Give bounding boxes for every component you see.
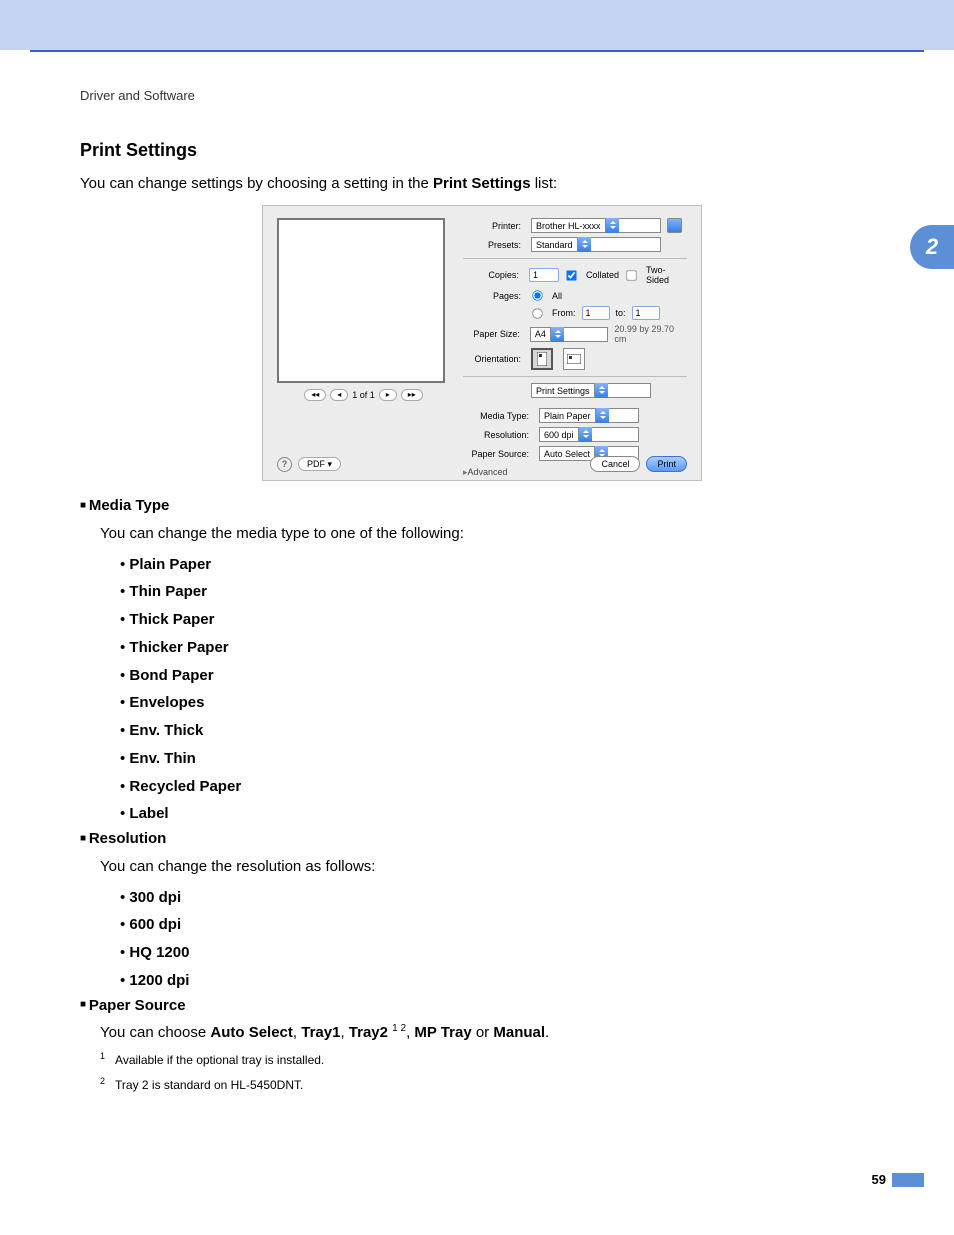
resolution-select[interactable]: 600 dpi [539,427,639,442]
divider [463,376,687,377]
orientation-portrait[interactable] [531,348,553,370]
mediatype-label: Media Type: [449,411,533,421]
resolution-label: Resolution: [449,430,533,440]
printer-info-button[interactable] [667,218,682,233]
preview-pane: ◂◂ ◂ 1 of 1 ▸ ▸▸ [277,218,450,401]
mediatype-select[interactable]: Plain Paper [539,408,639,423]
resolution-list: 300 dpi600 dpiHQ 12001200 dpi [80,884,874,995]
pages-to-input[interactable] [632,306,660,320]
list-item: HQ 1200 [120,939,874,967]
collated-checkbox[interactable] [566,270,576,280]
intro-post: list: [531,175,558,192]
papersize-select[interactable]: A4 [530,327,609,342]
orientation-landscape[interactable] [563,348,585,370]
page-first-button[interactable]: ◂◂ [304,389,326,401]
list-item: Label [120,800,874,828]
mediatype-value: Plain Paper [544,411,591,421]
dropdown-arrows-icon [605,218,619,233]
header-rule [30,50,924,52]
list-item: Recycled Paper [120,773,874,801]
chapter-tab: 2 [910,225,954,269]
printer-select[interactable]: Brother HL-xxxx [531,218,661,233]
print-button[interactable]: Print [646,456,687,472]
list-item: Env. Thick [120,717,874,745]
list-item: 1200 dpi [120,967,874,995]
pages-from-label: From: [552,308,576,318]
resolution-heading: Resolution [80,828,874,850]
intro-text: You can change settings by choosing a se… [80,175,557,192]
papersource-desc: You can choose Auto Select, Tray1, Tray2… [80,1016,874,1050]
panel-value: Print Settings [536,386,590,396]
resolution-desc: You can change the resolution as follows… [80,850,874,884]
mediatype-list: Plain PaperThin PaperThick PaperThicker … [80,551,874,829]
help-button[interactable]: ? [277,457,292,472]
dropdown-arrows-icon [550,327,564,342]
dropdown-arrows-icon [594,383,608,398]
list-item: Plain Paper [120,551,874,579]
papersize-label: Paper Size: [463,329,524,339]
twosided-label: Two-Sided [646,265,687,285]
header-bar [0,0,954,50]
footnote-1: 1 Available if the optional tray is inst… [80,1050,874,1069]
breadcrumb: Driver and Software [80,88,195,103]
presets-select[interactable]: Standard [531,237,661,252]
portrait-icon [537,352,547,366]
page-next-button[interactable]: ▸ [379,389,397,401]
list-item: Envelopes [120,689,874,717]
pdf-menu-button[interactable]: PDF ▾ [298,457,341,471]
pages-label: Pages: [463,291,525,301]
orientation-label: Orientation: [463,354,525,364]
landscape-icon [567,354,581,364]
page-prev-button[interactable]: ◂ [330,389,348,401]
document-body: Media Type You can change the media type… [80,495,874,1095]
list-item: Bond Paper [120,662,874,690]
page-indicator: 1 of 1 [352,390,375,400]
page-last-button[interactable]: ▸▸ [401,389,423,401]
list-item: 600 dpi [120,911,874,939]
copies-input[interactable] [529,268,559,282]
print-dialog: ◂◂ ◂ 1 of 1 ▸ ▸▸ Printer: Brother HL-xxx… [262,205,702,481]
presets-label: Presets: [463,240,525,250]
list-item: Thick Paper [120,606,874,634]
footnote-2: 2 Tray 2 is standard on HL-5450DNT. [80,1075,874,1094]
pages-from-input[interactable] [582,306,610,320]
mediatype-desc: You can change the media type to one of … [80,517,874,551]
pages-all-radio[interactable] [532,290,542,300]
copies-label: Copies: [463,270,523,280]
intro-bold: Print Settings [433,175,531,192]
divider [463,258,687,259]
page-number: 59 [872,1172,886,1187]
twosided-checkbox[interactable] [626,270,636,280]
list-item: 300 dpi [120,884,874,912]
page-preview [277,218,445,383]
mediatype-heading: Media Type [80,495,874,517]
dropdown-arrows-icon [595,408,609,423]
panel-select[interactable]: Print Settings [531,383,651,398]
papersource-heading: Paper Source [80,995,874,1017]
page-title: Print Settings [80,140,197,161]
collated-label: Collated [586,270,619,280]
page-accent [892,1173,924,1187]
dropdown-arrows-icon [577,237,591,252]
list-item: Thicker Paper [120,634,874,662]
intro-pre: You can change settings by choosing a se… [80,175,433,192]
printer-value: Brother HL-xxxx [536,221,601,231]
pages-range-radio[interactable] [532,308,542,318]
printer-label: Printer: [463,221,525,231]
papersize-value: A4 [535,329,546,339]
papersize-dimensions: 20.99 by 29.70 cm [614,324,687,344]
pages-all-label: All [552,291,562,301]
list-item: Thin Paper [120,578,874,606]
presets-value: Standard [536,240,573,250]
cancel-button[interactable]: Cancel [590,456,640,472]
dropdown-arrows-icon [578,427,592,442]
resolution-value: 600 dpi [544,430,574,440]
list-item: Env. Thin [120,745,874,773]
pages-to-label: to: [616,308,626,318]
